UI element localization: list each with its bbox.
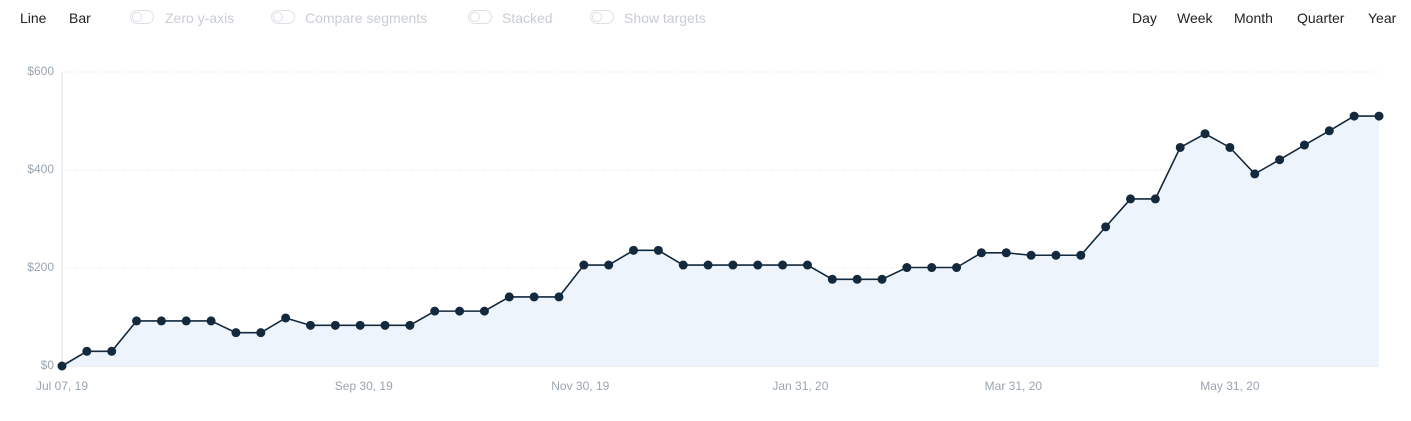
point [281, 313, 291, 323]
point [802, 260, 812, 270]
toggle-label[interactable]: Zero y-axis [165, 10, 235, 26]
y-tick-label: $200 [27, 260, 54, 274]
point [1076, 250, 1086, 260]
period-button[interactable]: Week [1177, 10, 1213, 26]
period-button[interactable]: Month [1234, 10, 1273, 26]
point [529, 292, 539, 302]
toggle-label[interactable]: Stacked [502, 10, 553, 26]
point [405, 320, 415, 330]
point [827, 274, 837, 284]
x-tick-label: Nov 30, 19 [551, 379, 609, 393]
point [1374, 111, 1384, 121]
x-tick-label: Jul 07, 19 [36, 379, 88, 393]
toggle[interactable] [590, 10, 614, 24]
y-tick-label: $0 [41, 358, 55, 372]
point [1324, 126, 1334, 136]
point [479, 306, 489, 316]
point [952, 263, 962, 273]
point [1175, 142, 1185, 152]
point [902, 263, 912, 273]
point [778, 260, 788, 270]
point [455, 306, 465, 316]
point [330, 320, 340, 330]
point [1275, 155, 1285, 165]
point [1225, 142, 1235, 152]
x-tick-label: Jan 31, 20 [772, 379, 828, 393]
point [554, 292, 564, 302]
period-button[interactable]: Year [1368, 10, 1397, 26]
x-tick-label: Mar 31, 20 [985, 379, 1043, 393]
line-button[interactable]: Line [20, 10, 47, 26]
point [504, 292, 514, 302]
point [231, 328, 241, 338]
x-tick-label: Sep 30, 19 [335, 379, 393, 393]
point [1126, 194, 1136, 204]
point [1200, 129, 1210, 139]
toggle[interactable] [468, 10, 492, 24]
point [927, 263, 937, 273]
point [156, 316, 166, 326]
point [703, 260, 713, 270]
point [728, 260, 738, 270]
point [430, 306, 440, 316]
point [1250, 169, 1260, 179]
period-button[interactable]: Quarter [1297, 10, 1345, 26]
point [1051, 250, 1061, 260]
toggle-label[interactable]: Show targets [624, 10, 706, 26]
y-tick-label: $400 [27, 162, 54, 176]
point [678, 260, 688, 270]
point [380, 320, 390, 330]
toggle[interactable] [130, 10, 154, 24]
point [852, 274, 862, 284]
point [629, 245, 639, 255]
point [355, 320, 365, 330]
toggle-label[interactable]: Compare segments [305, 10, 428, 26]
point [1299, 140, 1309, 150]
line [61, 115, 1379, 367]
point [604, 260, 614, 270]
point [206, 316, 216, 326]
point [256, 328, 266, 338]
point [107, 346, 117, 356]
point [82, 346, 92, 356]
x-tick-label: May 31, 20 [1200, 379, 1260, 393]
point [1026, 250, 1036, 260]
point [579, 260, 589, 270]
point [653, 245, 663, 255]
point [181, 316, 191, 326]
point [1101, 222, 1111, 232]
point [1349, 111, 1359, 121]
toggle[interactable] [271, 10, 295, 24]
point [1150, 194, 1160, 204]
point [877, 274, 887, 284]
y-tick-label: $600 [27, 64, 54, 78]
point [1001, 248, 1011, 258]
point [976, 248, 986, 258]
period-button[interactable]: Day [1132, 10, 1157, 26]
point [132, 316, 142, 326]
point [57, 361, 67, 371]
point [305, 320, 315, 330]
point [753, 260, 763, 270]
bar-button[interactable]: Bar [69, 10, 91, 26]
area [62, 116, 1379, 366]
